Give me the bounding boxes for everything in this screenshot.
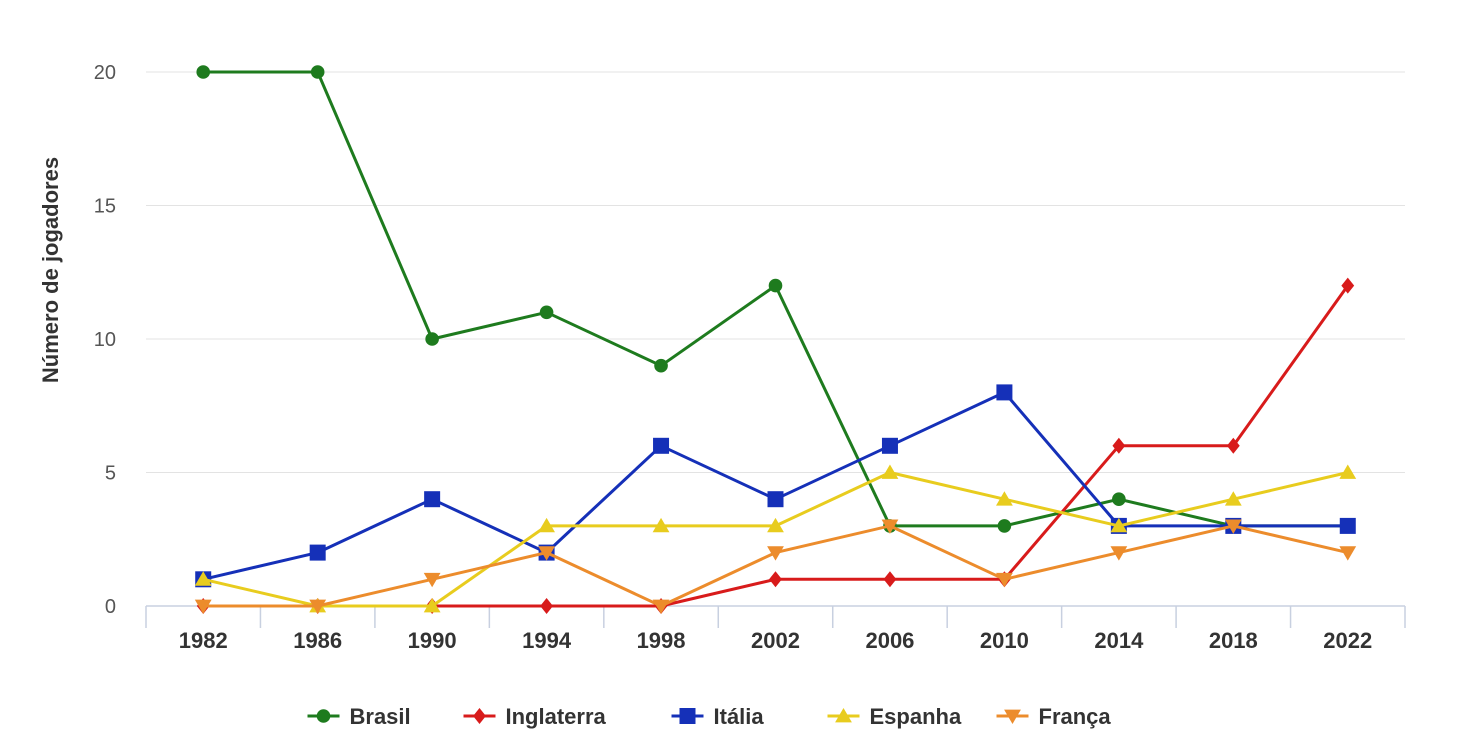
data-point-espanha	[1224, 491, 1242, 506]
data-point-espanha	[881, 464, 899, 479]
data-point-espanha	[1339, 464, 1357, 479]
data-point-espanha	[423, 598, 441, 613]
data-point-franca	[881, 519, 899, 534]
legend-label: França	[1039, 704, 1112, 729]
data-point-brasil	[997, 519, 1012, 533]
x-tick-label: 2010	[980, 628, 1029, 653]
series-layer	[194, 65, 1357, 614]
data-point-brasil	[196, 65, 211, 79]
data-point-franca	[194, 599, 212, 614]
series-espanha	[194, 464, 1357, 613]
data-point-brasil	[425, 332, 439, 346]
legend-item-franca[interactable]: França	[996, 704, 1112, 729]
data-point-espanha	[538, 517, 555, 533]
legend-label: Inglaterra	[506, 704, 607, 729]
legend-item-inglaterra[interactable]: Inglaterra	[463, 704, 607, 729]
data-point-brasil	[1112, 492, 1126, 507]
legend-marker-franca	[1004, 709, 1021, 724]
data-point-franca	[309, 599, 327, 614]
series-brasil	[196, 65, 1355, 533]
legend-label: Espanha	[870, 704, 962, 729]
data-point-franca	[1224, 519, 1242, 534]
data-point-franca	[538, 546, 555, 561]
legend-marker-inglaterra	[473, 708, 486, 724]
x-tick-label: 1986	[293, 628, 342, 653]
data-point-brasil	[768, 278, 783, 293]
data-point-franca	[1339, 546, 1357, 561]
data-point-espanha	[194, 571, 212, 586]
legend-marker-brasil	[316, 709, 331, 723]
legend-marker-espanha	[835, 708, 852, 723]
x-tick-label: 2018	[1209, 628, 1258, 653]
series-franca	[194, 519, 1357, 614]
data-point-brasil	[539, 305, 554, 320]
x-tick-label: 2014	[1094, 628, 1144, 653]
series-line-brasil	[203, 70, 1348, 528]
data-point-franca	[652, 599, 670, 614]
data-point-brasil	[310, 65, 325, 79]
data-point-italia	[1339, 517, 1356, 534]
data-point-inglaterra	[769, 571, 782, 588]
data-point-inglaterra	[883, 571, 897, 588]
data-point-inglaterra	[1112, 437, 1126, 454]
data-point-brasil	[654, 358, 668, 373]
x-tick-label: 1998	[637, 628, 686, 653]
data-point-inglaterra	[540, 598, 553, 614]
data-point-franca	[996, 572, 1013, 588]
data-point-italia	[881, 437, 898, 454]
data-point-italia	[653, 437, 670, 454]
data-point-espanha	[767, 517, 784, 533]
y-tick-label: 0	[105, 596, 116, 618]
data-point-franca	[1110, 546, 1128, 561]
x-tick-label: 2002	[751, 628, 800, 653]
y-tick-label: 5	[105, 463, 116, 485]
grid-lines	[146, 71, 1405, 473]
x-tick-label: 1990	[408, 628, 457, 653]
y-tick-label: 20	[94, 62, 116, 84]
legend-marker-italia	[679, 708, 696, 724]
data-point-italia	[767, 491, 784, 508]
x-tick-label: 1994	[522, 628, 572, 653]
legend-item-espanha[interactable]: Espanha	[827, 704, 962, 729]
data-point-inglaterra	[1341, 277, 1355, 294]
legend-label: Brasil	[350, 704, 411, 729]
x-tick-label: 2006	[865, 628, 914, 653]
y-tick-label: 10	[94, 329, 116, 351]
y-axis-title: Número de jogadores	[38, 157, 63, 383]
data-point-espanha	[652, 517, 670, 533]
legend-label: Itália	[714, 704, 765, 729]
data-point-italia	[309, 544, 326, 561]
series-line-franca	[203, 524, 1349, 608]
data-point-italia	[996, 384, 1013, 401]
data-point-franca	[767, 546, 784, 561]
legend: Brasil Inglaterra Itália Espanha França	[307, 704, 1112, 729]
data-point-espanha	[1110, 517, 1128, 533]
data-point-inglaterra	[1226, 437, 1240, 454]
x-tick-label: 1982	[179, 628, 228, 653]
x-tick-label: 2022	[1323, 628, 1372, 653]
legend-item-italia[interactable]: Itália	[671, 704, 765, 729]
series-inglaterra	[196, 277, 1355, 614]
data-point-espanha	[996, 491, 1013, 506]
legend-item-brasil[interactable]: Brasil	[307, 704, 411, 729]
y-tick-label: 15	[94, 196, 116, 218]
data-point-franca	[423, 572, 441, 588]
data-point-italia	[424, 491, 441, 508]
axes: 0 5 10 15 20 1982 1986 1990 1994 1998 2002 2006 2010…	[94, 62, 1406, 653]
